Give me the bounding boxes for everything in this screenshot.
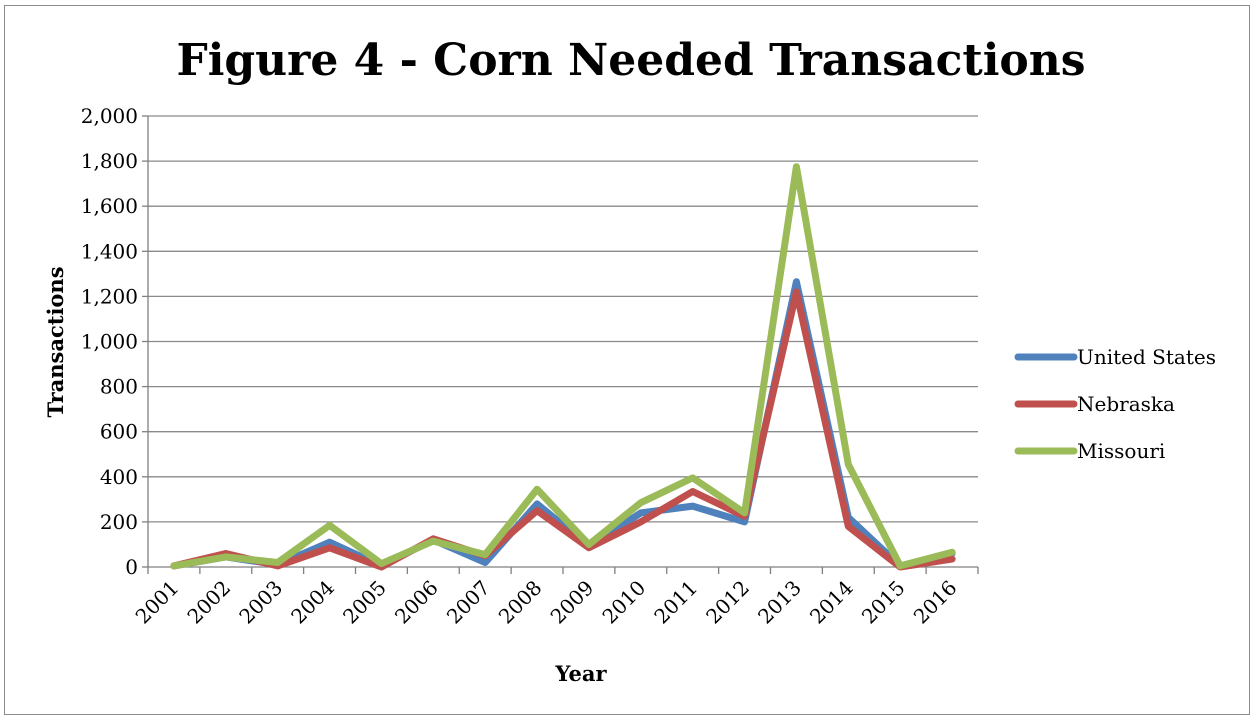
legend: United States Nebraska Missouri: [1014, 345, 1216, 463]
x-tick-label: 2012: [701, 576, 754, 629]
x-axis-label: Year: [554, 661, 607, 686]
x-tick-label: 2003: [234, 576, 287, 629]
y-tick-label: 200: [100, 510, 138, 534]
x-tick-label: 2001: [131, 576, 184, 629]
y-tick-label: 800: [100, 375, 138, 399]
y-tick-label: 1,800: [81, 149, 138, 173]
series-lines: [170, 163, 956, 571]
x-tick-label: 2005: [338, 576, 391, 629]
y-tick-label: 1,200: [81, 284, 138, 308]
y-tick-label: 1,000: [81, 330, 138, 354]
x-tick-label: 2011: [649, 576, 702, 629]
y-tick-label: 600: [100, 420, 138, 444]
y-axis-ticks: 0 200 400 600 800 1,000 1,200 1,400 1,600 1,800 2,…: [81, 104, 148, 579]
series-line-missouri: [170, 163, 956, 570]
y-tick-label: 0: [125, 555, 138, 579]
x-tick-label: 2004: [286, 576, 339, 629]
x-tick-label: 2008: [494, 576, 547, 629]
x-tick-label: 2007: [442, 576, 495, 629]
y-tick-label: 1,600: [81, 194, 138, 218]
x-tick-label: 2002: [182, 576, 235, 629]
x-tick-label: 2014: [805, 576, 858, 629]
x-tick-label: 2006: [390, 576, 443, 629]
x-tick-label: 2009: [546, 576, 599, 629]
y-tick-label: 2,000: [81, 104, 138, 128]
y-axis-label: Transactions: [43, 266, 68, 417]
series-line-united-states: [170, 278, 956, 570]
legend-label: Nebraska: [1077, 392, 1175, 416]
chart-title: Figure 4 - Corn Needed Transactions: [176, 35, 1085, 86]
legend-label: Missouri: [1077, 439, 1165, 463]
legend-label: United States: [1077, 345, 1216, 369]
x-tick-label: 2010: [597, 576, 650, 629]
series-line-nebraska: [170, 288, 956, 571]
gridlines: [147, 115, 978, 568]
x-axis: 2001200220032004200520062007200820092010…: [131, 567, 979, 629]
x-tick-label: 2015: [857, 576, 910, 629]
y-tick-label: 400: [100, 465, 138, 489]
y-tick-label: 1,400: [81, 239, 138, 263]
x-tick-label: 2013: [753, 576, 806, 629]
x-tick-label: 2016: [909, 576, 962, 629]
